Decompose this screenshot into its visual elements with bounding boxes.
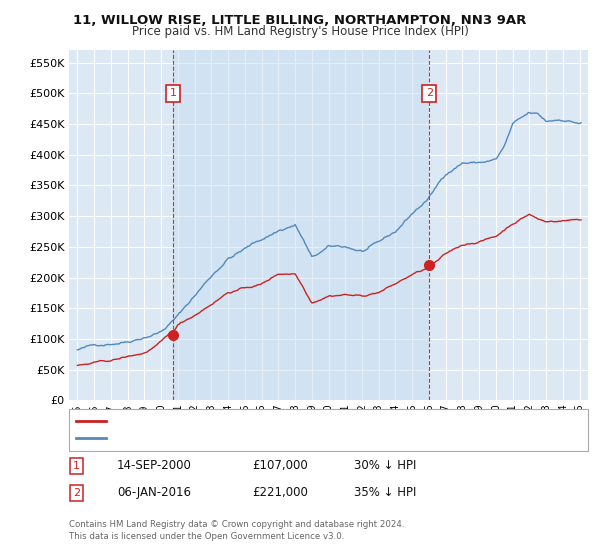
Text: 1: 1 <box>169 88 176 99</box>
Text: 35% ↓ HPI: 35% ↓ HPI <box>354 486 416 500</box>
Text: 11, WILLOW RISE, LITTLE BILLING, NORTHAMPTON, NN3 9AR: 11, WILLOW RISE, LITTLE BILLING, NORTHAM… <box>73 14 527 27</box>
Bar <box>173 50 429 400</box>
Text: £221,000: £221,000 <box>252 486 308 500</box>
Text: Price paid vs. HM Land Registry's House Price Index (HPI): Price paid vs. HM Land Registry's House … <box>131 25 469 38</box>
Text: 11, WILLOW RISE, LITTLE BILLING, NORTHAMPTON, NN3 9AR (detached house): 11, WILLOW RISE, LITTLE BILLING, NORTHAM… <box>111 416 519 426</box>
Text: This data is licensed under the Open Government Licence v3.0.: This data is licensed under the Open Gov… <box>69 532 344 541</box>
Text: 2: 2 <box>426 88 433 99</box>
Text: Contains HM Land Registry data © Crown copyright and database right 2024.: Contains HM Land Registry data © Crown c… <box>69 520 404 529</box>
Text: 06-JAN-2016: 06-JAN-2016 <box>117 486 191 500</box>
Text: 2: 2 <box>73 488 80 498</box>
Text: 1: 1 <box>73 461 80 471</box>
Text: £107,000: £107,000 <box>252 459 308 473</box>
Text: 30% ↓ HPI: 30% ↓ HPI <box>354 459 416 473</box>
Text: 14-SEP-2000: 14-SEP-2000 <box>117 459 192 473</box>
Text: HPI: Average price, detached house, West Northamptonshire: HPI: Average price, detached house, West… <box>111 433 428 443</box>
